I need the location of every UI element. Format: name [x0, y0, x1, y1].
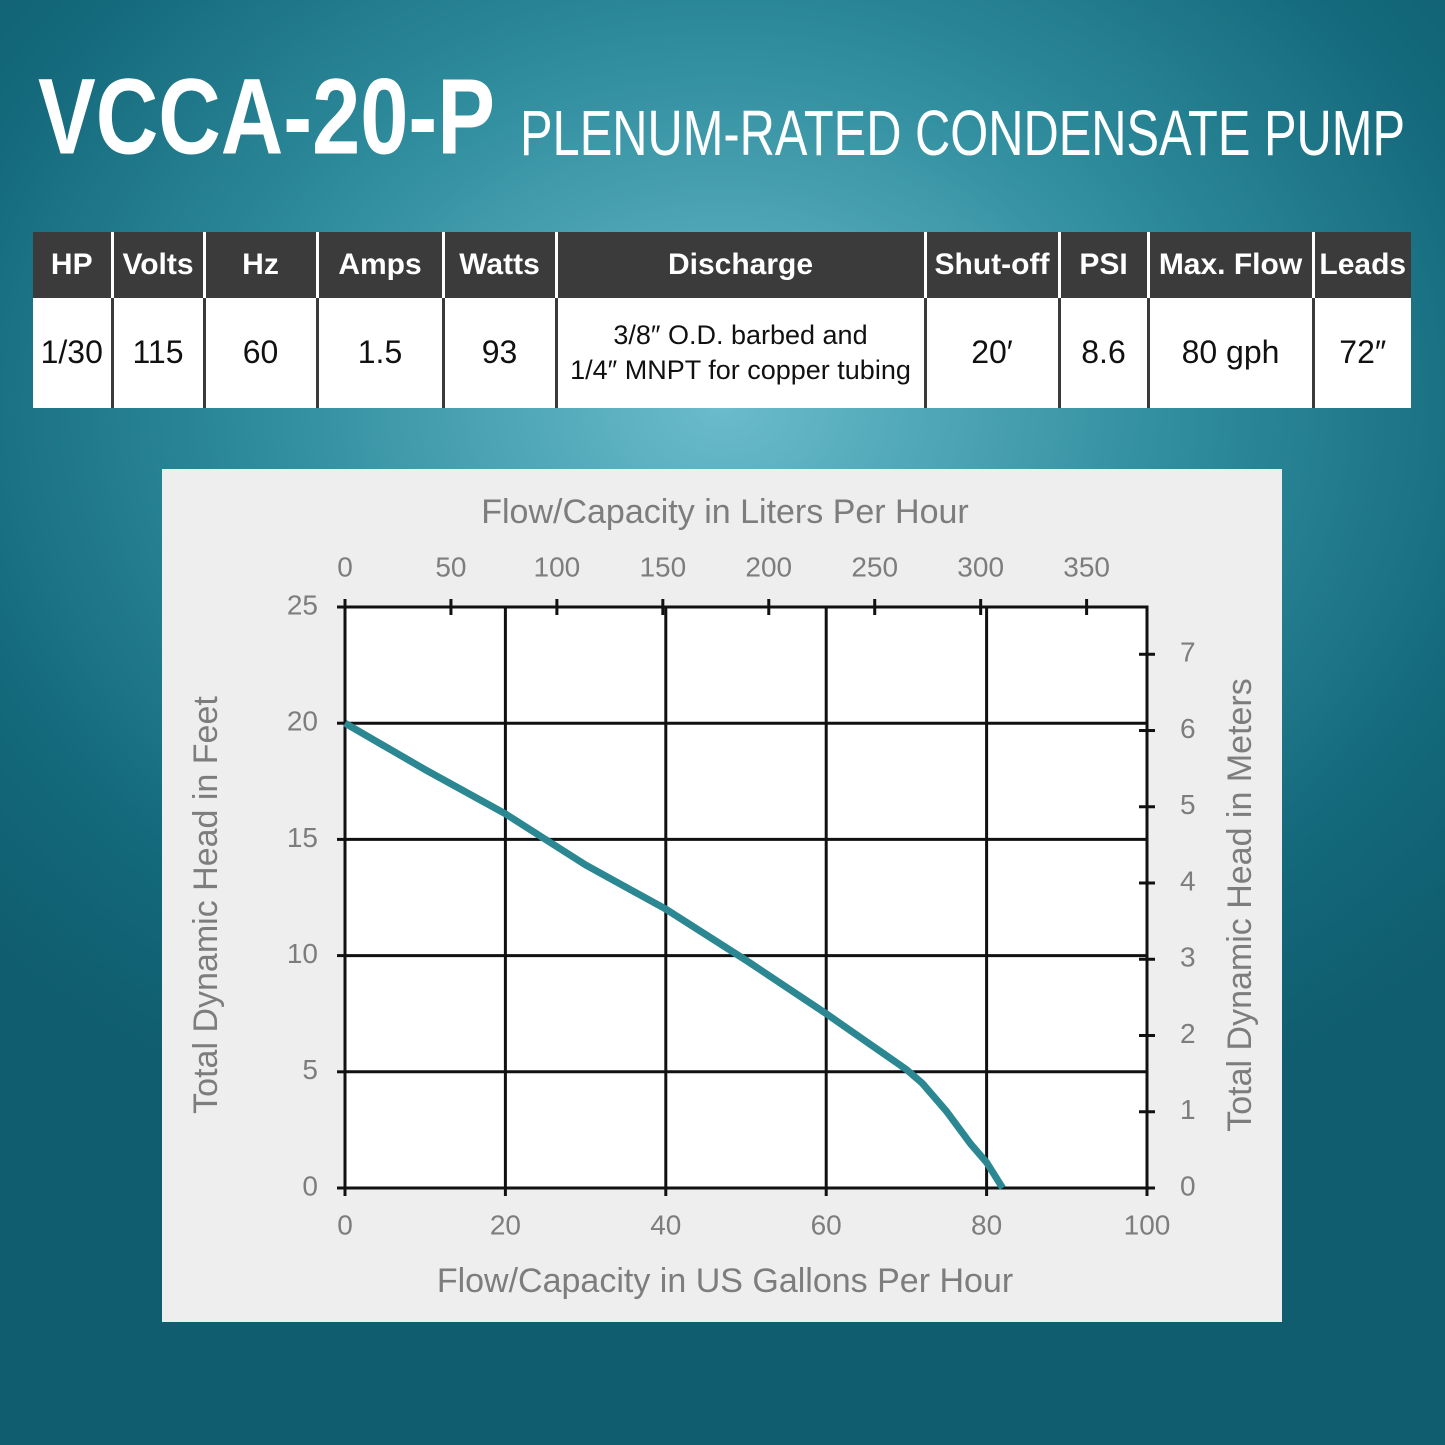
table-cell: 60: [202, 298, 317, 408]
header-row: HP Volts Hz Amps Watts Discharge Shut-off PSI Ma…: [33, 232, 1411, 298]
y-tick-label: 5: [302, 1054, 318, 1085]
table-row: 1/30 115 60 1.5 93 3/8″ O.D. barbed and 1/4″ M…: [33, 298, 1411, 408]
y2-tick-label: 7: [1180, 637, 1196, 668]
column-header: Discharge: [554, 232, 925, 298]
x2-tick-label: 0: [337, 551, 353, 582]
product-subtitle: PLENUM-RATED CONDENSATE PUMP: [520, 97, 1405, 169]
y-tick-label: 15: [287, 822, 318, 853]
y2-tick-label: 0: [1180, 1170, 1196, 1201]
y-tick-label: 0: [302, 1170, 318, 1201]
x2-tick-label: 250: [851, 551, 898, 582]
y-tick-label: 25: [287, 589, 318, 620]
column-header: HP: [33, 232, 112, 298]
y-tick-label: 10: [287, 938, 318, 969]
y2-tick-label: 2: [1180, 1018, 1196, 1049]
table-cell: 93: [441, 298, 556, 408]
column-header: PSI: [1057, 232, 1148, 298]
y-axis-title: Total Dynamic Head in Feet: [187, 696, 225, 1114]
table-body: 1/30 115 60 1.5 93 3/8″ O.D. barbed and 1/4″ M…: [33, 298, 1411, 408]
x-tick-label: 60: [811, 1209, 842, 1240]
x-tick-label: 80: [971, 1209, 1002, 1240]
table-cell: 20′: [923, 298, 1059, 408]
x2-tick-label: 50: [435, 551, 466, 582]
column-header: Leads: [1311, 232, 1411, 298]
table-cell: 8.6: [1057, 298, 1148, 408]
x2-tick-label: 100: [534, 551, 581, 582]
y2-axis-title: Total Dynamic Head in Meters: [1221, 678, 1259, 1132]
table-cell: 72″: [1311, 298, 1411, 408]
x-tick-label: 0: [337, 1209, 353, 1240]
table-cell: 1.5: [315, 298, 443, 408]
cell-line: 3/8″ O.D. barbed and: [613, 319, 868, 350]
y2-tick-label: 6: [1180, 713, 1196, 744]
x-axis-title: Flow/Capacity in US Gallons Per Hour: [437, 1262, 1013, 1300]
product-title: VCCA-20-P: [38, 56, 495, 177]
table-cell: 80 gph: [1146, 298, 1313, 408]
spec-table: HP Volts Hz Amps Watts Discharge Shut-off PSI Ma…: [33, 232, 1411, 408]
series-line: [343, 720, 1006, 1190]
table-cell: 3/8″ O.D. barbed and 1/4″ MNPT for copper…: [554, 298, 925, 408]
x-tick-label: 100: [1124, 1209, 1171, 1240]
column-header: Hz: [202, 232, 317, 298]
column-header: Volts: [110, 232, 204, 298]
y2-tick-label: 5: [1180, 789, 1196, 820]
x2-tick-label: 350: [1063, 551, 1110, 582]
x2-tick-label: 300: [957, 551, 1004, 582]
x2-axis-title: Flow/Capacity in Liters Per Hour: [481, 493, 969, 531]
y-tick-label: 20: [287, 706, 318, 737]
x-tick-label: 40: [650, 1209, 681, 1240]
column-header: Watts: [441, 232, 556, 298]
column-header: Max. Flow: [1146, 232, 1313, 298]
table-cell: 115: [110, 298, 204, 408]
column-header: Shut-off: [923, 232, 1059, 298]
cell-line: 1/4″ MNPT for copper tubing: [570, 355, 911, 385]
title-area: VCCA-20-P PLENUM-RATED CONDENSATE PUMP: [38, 56, 1405, 177]
column-header: Amps: [315, 232, 443, 298]
y2-tick-label: 4: [1180, 865, 1196, 896]
plot-border: [343, 605, 1149, 1190]
y2-tick-label: 1: [1180, 1094, 1196, 1125]
y2-tick-label: 3: [1180, 942, 1196, 973]
table-cell: 1/30: [33, 298, 112, 408]
x2-tick-label: 200: [745, 551, 792, 582]
x-tick-label: 20: [490, 1209, 521, 1240]
plot-area: [345, 607, 1147, 1188]
x2-tick-label: 150: [639, 551, 686, 582]
